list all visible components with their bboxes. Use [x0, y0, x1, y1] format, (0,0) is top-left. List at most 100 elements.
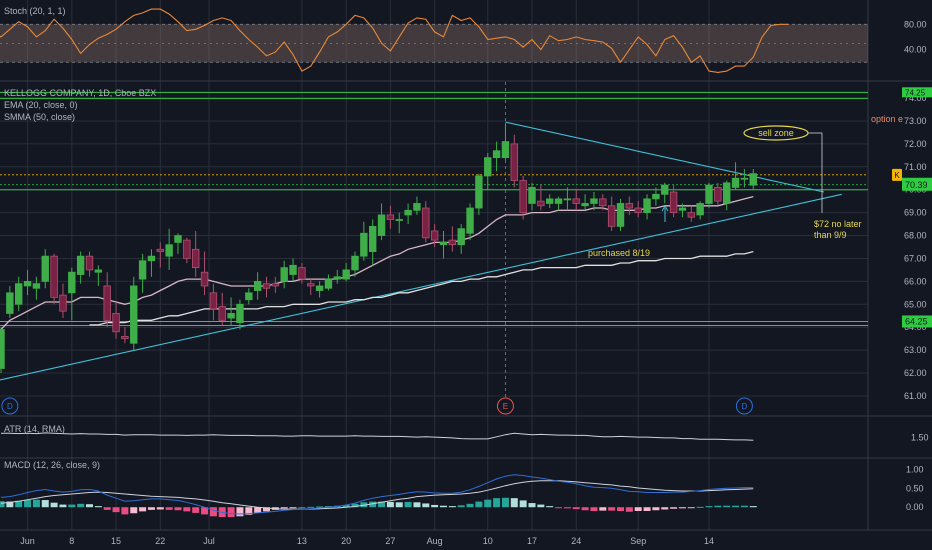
time-axis[interactable]: Jun 8 15 22 Jul 13 20 27 Aug 10 17 24 Sep 14 [0, 529, 932, 550]
candle-body [652, 193, 660, 200]
candle-body [342, 269, 350, 280]
time-axis-label: 24 [571, 536, 581, 546]
candle [439, 230, 448, 259]
candle [165, 228, 173, 270]
candle [245, 288, 253, 305]
macd-histogram-bar [0, 501, 5, 508]
candle-body [200, 271, 209, 287]
time-axis-label: 20 [341, 536, 351, 546]
macd-histogram-bar [94, 506, 102, 508]
macd-histogram-bar [431, 504, 439, 508]
candle [625, 196, 634, 215]
candle [130, 276, 138, 351]
macd-histogram-bar [103, 507, 111, 510]
candle-body [669, 191, 678, 214]
time-axis-label: 22 [155, 536, 165, 546]
macd-histogram-bar [386, 501, 394, 508]
macd-histogram-bar [661, 507, 669, 510]
candle [103, 272, 111, 328]
macd-histogram-bar [714, 505, 722, 508]
macd-histogram-bar [501, 497, 509, 508]
price-scale[interactable]: 80.0040.0074.0073.0072.0071.0070.0069.00… [892, 19, 932, 512]
candle [156, 242, 164, 268]
macd-histogram-bar [24, 500, 32, 508]
candle-body [599, 198, 607, 207]
candle [404, 203, 412, 225]
candle [200, 251, 209, 296]
candle [430, 224, 439, 247]
event-marker-circle [496, 397, 514, 415]
candle-body [14, 283, 23, 305]
candle-body [156, 248, 164, 252]
atr-label: ATR (14, RMA) [4, 424, 65, 434]
price-tick-label: 72.00 [904, 139, 927, 149]
candle-body [368, 225, 377, 252]
candle-body [130, 285, 138, 344]
purchased-note: purchased 8/19 [588, 248, 650, 258]
candle [138, 253, 147, 293]
macd-line [0, 474, 754, 515]
candle [218, 292, 226, 325]
price-tick-label: 73.00 [904, 116, 927, 126]
candle [607, 196, 616, 231]
candle [661, 182, 669, 204]
candle-body [191, 248, 200, 269]
macd-histogram-bar [643, 507, 651, 511]
time-axis-label: 14 [704, 536, 714, 546]
candle [466, 203, 474, 241]
macd-pane [0, 474, 757, 518]
time-axis-label: 8 [69, 536, 74, 546]
macd-histogram-bar [68, 504, 76, 508]
macd-histogram-bar [289, 507, 297, 509]
candle-body [138, 260, 147, 280]
macd-histogram-bar [617, 507, 624, 511]
candle-body [625, 203, 634, 209]
macd-histogram-bar [705, 506, 713, 508]
candle-body [749, 173, 757, 186]
candle [519, 175, 527, 220]
stoch-label: Stoch (20, 1, 1) [4, 6, 66, 16]
macd-histogram-bar [466, 503, 474, 508]
last-price-tag-text: 70.39 [905, 180, 928, 190]
macd-histogram-bar [493, 498, 501, 508]
candle [32, 276, 41, 300]
candle-body [537, 200, 545, 207]
candle [377, 203, 386, 241]
ema-line [0, 195, 754, 330]
candle-body [519, 180, 527, 214]
candle-body [174, 235, 182, 243]
macd-histogram-bar [678, 507, 686, 509]
candle-body [501, 141, 510, 159]
event-marker: E [496, 397, 514, 415]
candle [333, 269, 341, 284]
candle [351, 251, 359, 277]
candle-body [209, 292, 218, 310]
candle-body [94, 269, 103, 273]
candle [324, 274, 333, 291]
macd-tick-label: 0.50 [906, 483, 924, 493]
candle [174, 233, 182, 254]
candle-body [705, 184, 713, 204]
macd-histogram-bar [395, 502, 403, 508]
macd-histogram-bar [563, 507, 571, 509]
candle [112, 302, 120, 339]
candle-body [740, 177, 749, 180]
candle-body [643, 198, 651, 214]
candle [501, 123, 510, 160]
time-axis-label: Aug [427, 536, 443, 546]
candle [475, 173, 483, 215]
price-tick-label: 61.00 [904, 391, 927, 401]
macd-histogram-bar [670, 507, 678, 509]
macd-histogram-bar [236, 507, 244, 517]
candle-body [41, 255, 49, 282]
macd-histogram-bar [15, 500, 23, 508]
candle-body [147, 255, 156, 262]
top-level-tag: 74.25 [902, 87, 932, 98]
macd-histogram-bar [183, 507, 191, 512]
candle-body [227, 313, 235, 319]
macd-histogram-bar [740, 505, 748, 508]
macd-histogram-bar [484, 499, 492, 508]
candle-body [6, 292, 14, 314]
